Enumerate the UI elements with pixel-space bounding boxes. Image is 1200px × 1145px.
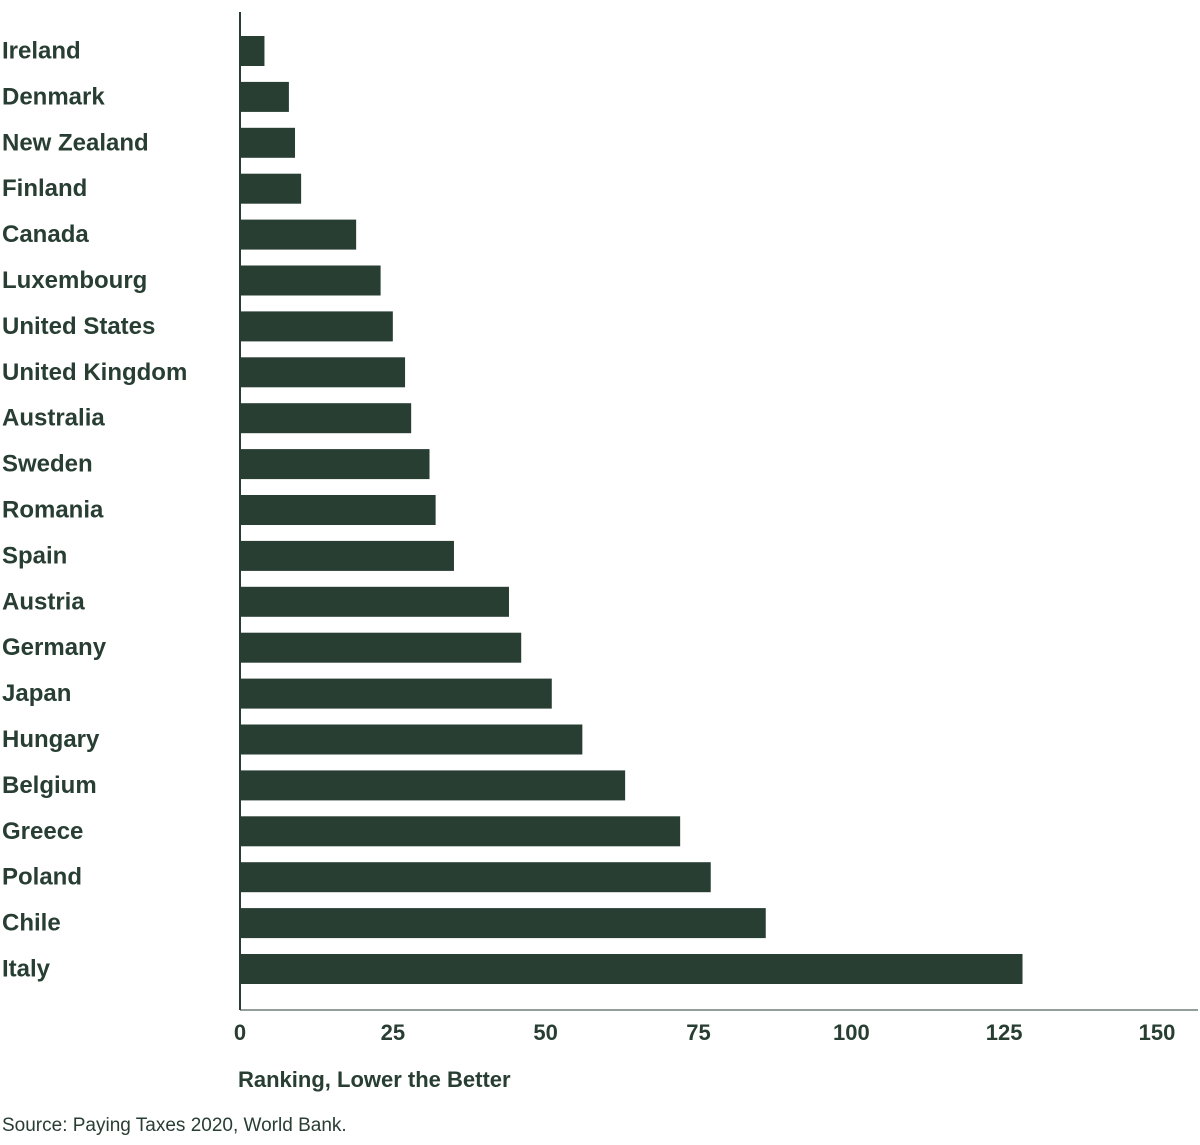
bar-romania <box>240 495 436 525</box>
bar-luxembourg <box>240 265 381 296</box>
category-label: Romania <box>2 497 104 524</box>
bar-austria <box>240 586 509 617</box>
bar-united-states <box>240 311 393 342</box>
x-axis-title: Ranking, Lower the Better <box>238 1067 511 1092</box>
x-tick-label: 0 <box>234 1020 246 1045</box>
bar-hungary <box>240 724 583 755</box>
bar-greece <box>240 816 681 847</box>
x-tick-label: 150 <box>1139 1020 1176 1045</box>
category-label: Sweden <box>2 451 93 478</box>
bar-italy <box>240 954 1023 984</box>
bar-sweden <box>240 449 430 480</box>
bar-japan <box>240 678 552 709</box>
x-tick-label: 75 <box>686 1020 710 1045</box>
source-note: Source: Paying Taxes 2020, World Bank. <box>2 1115 347 1136</box>
category-label: United States <box>2 313 155 340</box>
bar-germany <box>240 632 522 663</box>
bar-australia <box>240 403 412 434</box>
bar-canada <box>240 219 357 250</box>
x-tick-labels-group: 0 25 50 75 100 125 150 <box>234 1020 1175 1045</box>
bar-spain <box>240 540 454 571</box>
category-label: Germany <box>2 634 107 661</box>
category-label: Finland <box>2 175 87 202</box>
bar-ireland <box>240 36 265 66</box>
bar-denmark <box>240 81 289 112</box>
category-label: Japan <box>2 680 71 707</box>
bar-chile <box>240 908 766 939</box>
bar-united-kingdom <box>240 357 406 388</box>
x-tick-label: 100 <box>833 1020 870 1045</box>
x-tick-label: 25 <box>381 1020 405 1045</box>
x-tick-label: 125 <box>986 1020 1023 1045</box>
category-labels-group: Ireland Denmark New Zealand Finland Canada Lu… <box>2 38 187 983</box>
category-label: Italy <box>2 956 51 983</box>
category-label: Poland <box>2 864 82 891</box>
category-label: Hungary <box>2 726 100 753</box>
category-label: Chile <box>2 910 61 937</box>
bar-poland <box>240 862 711 893</box>
x-tick-label: 50 <box>533 1020 557 1045</box>
category-label: Greece <box>2 818 83 845</box>
category-label: United Kingdom <box>2 359 187 386</box>
category-label: Denmark <box>2 83 105 110</box>
bar-finland <box>240 173 302 204</box>
category-label: Spain <box>2 542 67 569</box>
category-label: Canada <box>2 221 89 248</box>
bar-belgium <box>240 770 626 801</box>
category-label: Ireland <box>2 38 81 65</box>
bars-group <box>240 36 1023 984</box>
category-label: Luxembourg <box>2 267 147 294</box>
category-label: Belgium <box>2 772 97 799</box>
category-label: Australia <box>2 405 105 432</box>
category-label: Austria <box>2 588 85 615</box>
category-label: New Zealand <box>2 129 149 156</box>
bar-new-zealand <box>240 127 296 158</box>
